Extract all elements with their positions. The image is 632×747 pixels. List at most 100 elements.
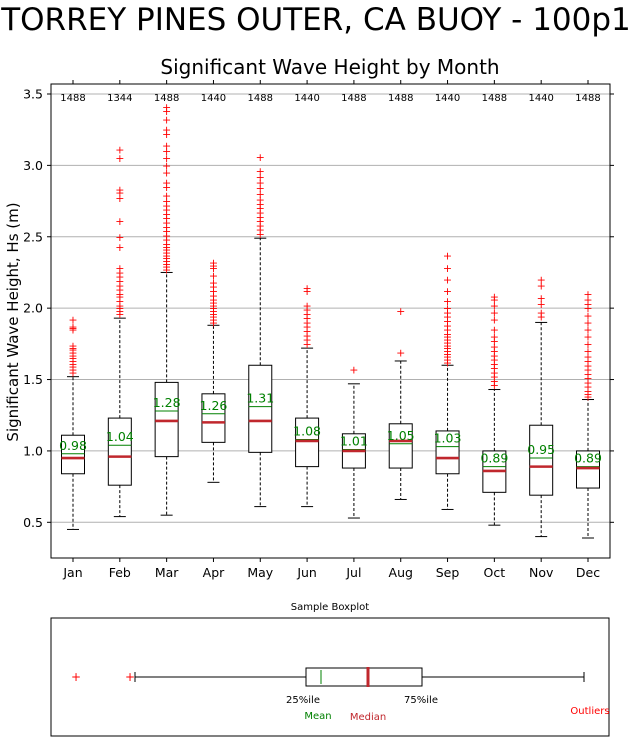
outlier-point: +: [115, 262, 124, 275]
outlier-point: +: [162, 101, 171, 114]
count-label: 1488: [575, 93, 600, 104]
boxplot-area: 0.98+++++++++++++++1.04+++++++++++++++++…: [59, 101, 602, 539]
outlier-point: +: [302, 334, 311, 347]
outlier-point: +: [162, 124, 171, 137]
outlier-point: +: [162, 261, 171, 274]
outlier-point: +: [537, 311, 546, 324]
outlier-point: +: [162, 105, 171, 118]
outlier-point: +: [302, 299, 311, 312]
outlier-point: +: [443, 315, 452, 328]
outlier-point: +: [68, 349, 77, 362]
outlier-point: +: [490, 324, 499, 337]
outlier-point: +: [537, 298, 546, 311]
outlier-point: +: [256, 171, 265, 184]
outlier-point: +: [443, 354, 452, 367]
outlier-point: +: [115, 187, 124, 200]
outlier-point: +: [209, 281, 218, 294]
outlier-point: +: [162, 208, 171, 221]
outlier-point: +: [490, 379, 499, 392]
outlier-point: +: [490, 349, 499, 362]
outlier-point: +: [490, 291, 499, 304]
outlier-point: +: [162, 145, 171, 158]
outlier-point: +: [115, 291, 124, 304]
outlier-point: +: [443, 336, 452, 349]
outlier-point: +: [162, 264, 171, 277]
y-axis-label: Significant Wave Height, Hs (m): [4, 202, 22, 441]
outlier-point: +: [583, 309, 592, 322]
outlier-point: +: [115, 279, 124, 292]
sample-median-label: Median: [350, 712, 386, 723]
outlier-point: +: [68, 361, 77, 374]
outlier-point: +: [443, 324, 452, 337]
outlier-point: +: [443, 331, 452, 344]
x-tick-label: Aug: [389, 565, 413, 580]
outlier-point: +: [68, 364, 77, 377]
outlier-point: +: [209, 311, 218, 324]
outlier-point: +: [443, 356, 452, 369]
outlier-point: +: [583, 355, 592, 368]
outlier-point: +: [443, 328, 452, 341]
outlier-point: +: [115, 271, 124, 284]
outlier-point: +: [209, 296, 218, 309]
outlier-point: +: [209, 269, 218, 282]
mean-label: 0.89: [480, 451, 508, 466]
outlier-point: +: [443, 306, 452, 319]
outlier-point: +: [396, 346, 405, 359]
count-label: 1488: [248, 93, 273, 104]
outlier-point: +: [162, 189, 171, 202]
x-tick-label: Nov: [529, 565, 554, 580]
outlier-point: +: [162, 167, 171, 180]
outlier-point: +: [68, 342, 77, 355]
outlier-point: +: [443, 342, 452, 355]
outlier-point: +: [115, 152, 124, 165]
outlier-point: +: [115, 288, 124, 301]
count-label: 1440: [435, 93, 460, 104]
outlier-point: +: [490, 294, 499, 307]
mean-label: 1.31: [246, 391, 274, 406]
outlier-point: +: [209, 316, 218, 329]
outlier-point: +: [443, 311, 452, 324]
outlier-point: +: [68, 355, 77, 368]
outlier-point: +: [583, 376, 592, 389]
box: [61, 434, 85, 475]
y-tick-label: 1.0: [23, 443, 43, 458]
outlier-point: +: [583, 381, 592, 394]
outlier-point: +: [256, 215, 265, 228]
outlier-point: +: [209, 314, 218, 327]
count-label: 1440: [294, 93, 319, 104]
x-tick-label: Dec: [576, 565, 600, 580]
box: [107, 417, 132, 486]
outlier-point: +: [209, 276, 218, 289]
outlier-point: +: [115, 284, 124, 297]
outlier-point: +: [583, 391, 592, 404]
axes: 0.5 1.0 1.5 2.0 2.5 3.0 3.5 Jan 1488 Feb 1344 Mar 14…: [23, 80, 614, 580]
outlier-point: +: [583, 331, 592, 344]
outlier-point: +: [490, 331, 499, 344]
outlier-point: +: [209, 256, 218, 269]
outlier-point: +: [68, 352, 77, 365]
count-label: 1440: [201, 93, 226, 104]
mean-label: 1.08: [293, 424, 321, 439]
y-tick-label: 2.0: [23, 301, 43, 316]
outlier-point: +: [537, 292, 546, 305]
outlier-point: +: [490, 375, 499, 388]
sample-outlier-1: +: [71, 670, 81, 684]
outlier-point: +: [443, 351, 452, 364]
outlier-point: +: [443, 262, 452, 275]
x-tick-label: Jul: [345, 565, 361, 580]
x-tick-label: Apr: [203, 565, 225, 580]
count-label: 1488: [60, 93, 85, 104]
outlier-point: +: [162, 195, 171, 208]
outlier-point: +: [115, 215, 124, 228]
count-label: 1488: [341, 93, 366, 104]
box: [248, 364, 273, 453]
outlier-point: +: [443, 285, 452, 298]
page-title: TORREY PINES OUTER, CA BUOY - 100p1: [1, 2, 631, 38]
outlier-point: +: [302, 304, 311, 317]
count-label: 1344: [107, 93, 132, 104]
outlier-point: +: [490, 341, 499, 354]
outlier-point: +: [583, 298, 592, 311]
outlier-point: +: [443, 249, 452, 262]
outlier-point: +: [256, 206, 265, 219]
outlier-point: +: [256, 188, 265, 201]
